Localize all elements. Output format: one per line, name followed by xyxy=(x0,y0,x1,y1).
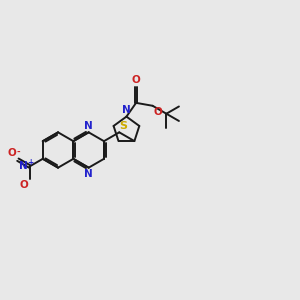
Text: N: N xyxy=(19,161,28,171)
Text: S: S xyxy=(120,121,128,131)
Text: O: O xyxy=(132,75,140,85)
Text: O: O xyxy=(153,107,162,117)
Text: +: + xyxy=(27,158,33,166)
Text: -: - xyxy=(16,148,20,157)
Text: N: N xyxy=(84,169,93,179)
Text: N: N xyxy=(122,105,131,115)
Text: N: N xyxy=(84,121,93,131)
Text: O: O xyxy=(20,180,28,190)
Text: O: O xyxy=(8,148,17,158)
